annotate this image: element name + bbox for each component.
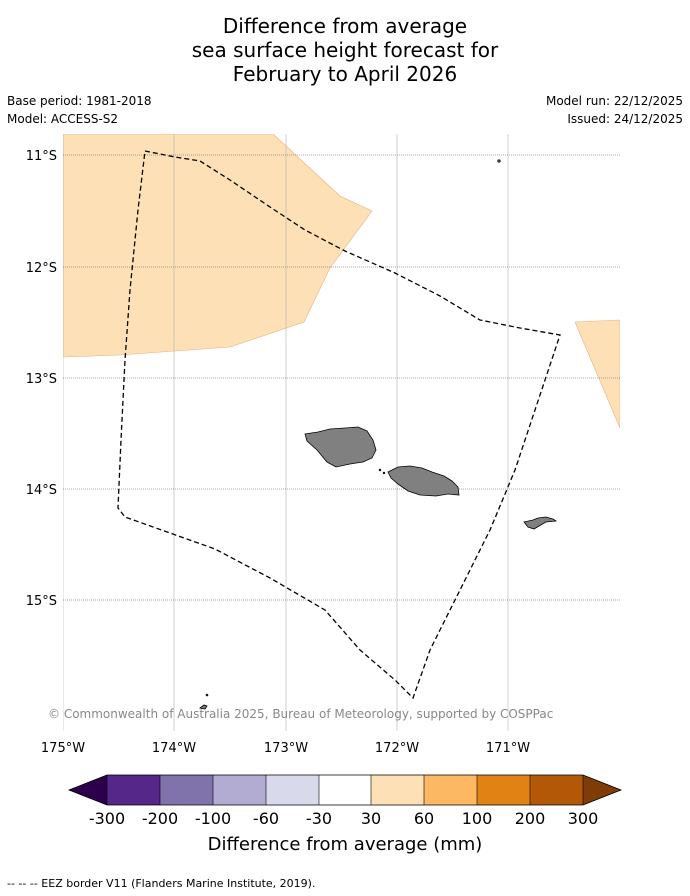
copyright-text: © Commonwealth of Australia 2025, Bureau… [48, 707, 553, 721]
tick-label-10: 300 [568, 809, 599, 828]
colorbar-dividers [106, 775, 584, 805]
eez-border [117, 150, 561, 700]
tick-label-9: 200 [515, 809, 546, 828]
lon-label-174w: 174°W [152, 741, 196, 756]
lat-label-14s: 14°S [26, 483, 57, 498]
tick-label-3: -100 [195, 809, 231, 828]
colorbar-bin-2 [160, 775, 213, 805]
islet-manono [382, 471, 386, 475]
colorbar-bin-8 [477, 775, 530, 805]
tick-label-2: -200 [142, 809, 178, 828]
model-text: Model: ACCESS-S2 [7, 112, 119, 126]
issued-text: Issued: 24/12/2025 [567, 112, 683, 126]
land [199, 159, 558, 710]
colorbar-ticks: -300 -200 -100 -60 -30 30 60 100 200 300 [89, 809, 598, 828]
gridlines [63, 134, 620, 731]
islet-south-2 [205, 693, 209, 697]
colorbar-bin-9 [530, 775, 583, 805]
tick-label-1: -300 [89, 809, 125, 828]
colorbar-bin-4 [266, 775, 319, 805]
colorbar-bin-7 [424, 775, 477, 805]
lon-label-172w: 172°W [375, 741, 419, 756]
title-line-2: sea surface height forecast for [191, 38, 499, 62]
anomaly-region-east [574, 319, 620, 429]
latitude-labels: 11°S 12°S 13°S 14°S 15°S [26, 149, 57, 609]
colorbar-bin-3 [213, 775, 266, 805]
map-title: Difference from average sea surface heig… [0, 14, 690, 86]
colorbar-bin-6 [371, 775, 424, 805]
anomaly-region-northwest [63, 134, 373, 358]
islet-south [199, 704, 208, 710]
base-period-text: Base period: 1981-2018 [7, 94, 152, 108]
island-upolu [387, 465, 460, 497]
longitude-labels: 175°W 174°W 173°W 172°W 171°W [41, 741, 530, 756]
colorbar-bin-5 [319, 775, 371, 805]
tick-label-7: 60 [414, 809, 434, 828]
island-tutuila [523, 516, 558, 530]
map-area [63, 134, 620, 731]
lon-label-175w: 175°W [41, 741, 85, 756]
islet-northeast [497, 159, 501, 163]
model-run-text: Model run: 22/12/2025 [545, 94, 683, 108]
lat-label-13s: 13°S [26, 372, 57, 387]
islet-apolima [378, 468, 382, 472]
title-line-3: February to April 2026 [232, 62, 458, 86]
colorbar: -300 -200 -100 -60 -30 30 60 100 200 300… [67, 774, 623, 855]
lat-label-12s: 12°S [26, 261, 57, 276]
colorbar-label: Difference from average (mm) [208, 834, 483, 855]
tick-label-6: 30 [361, 809, 381, 828]
colorbar-bin-1 [107, 775, 160, 805]
lat-label-15s: 15°S [26, 594, 57, 609]
tick-label-4: -60 [253, 809, 279, 828]
title-line-1: Difference from average [222, 14, 468, 38]
lon-label-171w: 171°W [486, 741, 530, 756]
eez-legend-text: -- -- -- EEZ border V11 (Flanders Marine… [7, 877, 316, 890]
colorbar-over-arrow [583, 775, 621, 805]
colorbar-under-arrow [69, 775, 107, 805]
tick-label-5: -30 [306, 809, 332, 828]
island-savaii [304, 426, 377, 468]
lat-label-11s: 11°S [26, 149, 57, 164]
tick-label-8: 100 [462, 809, 493, 828]
lon-label-173w: 173°W [264, 741, 308, 756]
